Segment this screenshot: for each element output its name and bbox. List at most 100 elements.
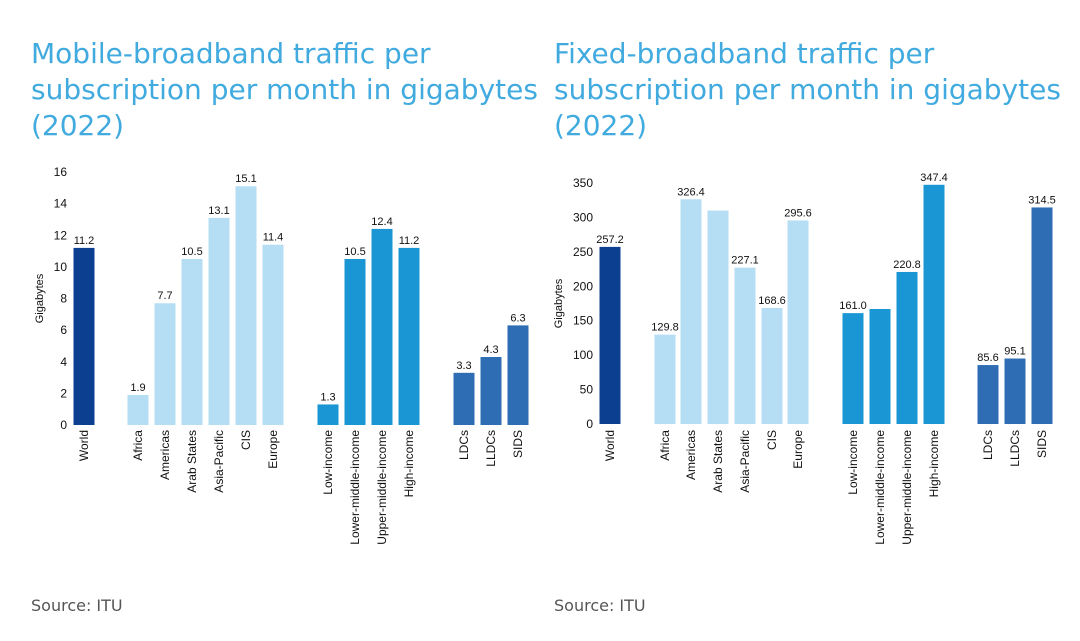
chart-title-mobile: Mobile-broadband traffic per subscriptio… <box>31 36 538 144</box>
bar-high-income <box>923 184 945 424</box>
data-label: 10.5 <box>344 246 365 258</box>
x-tick-label: Upper-middle-income <box>900 430 914 545</box>
y-tick-label: 0 <box>60 418 67 432</box>
data-label: 95.1 <box>1004 346 1025 358</box>
data-label: 11.4 <box>263 232 284 244</box>
data-label: 7.7 <box>157 290 172 302</box>
source-note: Source: ITU <box>31 596 123 615</box>
bar-cis <box>761 307 783 424</box>
y-tick-label: 6 <box>60 323 67 337</box>
x-tick-label: Asia-Pacific <box>212 430 226 493</box>
title-line: subscription per month in gigabytes <box>554 73 1061 106</box>
x-tick-label: Asia-Pacific <box>738 430 752 493</box>
x-tick-label: High-income <box>927 430 941 498</box>
x-tick-label: Africa <box>131 430 145 461</box>
y-tick-label: 16 <box>54 165 68 179</box>
x-tick-label: Low-income <box>321 430 335 495</box>
bar-upper-middle-income <box>896 271 918 424</box>
y-tick-label: 10 <box>54 260 68 274</box>
data-label: 257.2 <box>596 234 624 246</box>
x-tick-label: LDCs <box>457 430 471 460</box>
bar-africa <box>654 334 676 424</box>
y-tick-label: 250 <box>573 245 593 259</box>
title-line: subscription per month in gigabytes <box>31 73 538 106</box>
bar-lower-middle-income <box>344 258 366 425</box>
y-axis-title: Gigabytes <box>34 273 46 323</box>
x-tick-label: Arab States <box>711 430 725 493</box>
data-label: 326.4 <box>677 186 705 198</box>
bar-asia-pacific <box>734 267 756 424</box>
data-label: 129.8 <box>651 322 679 334</box>
bar-americas <box>680 199 702 424</box>
y-tick-label: 12 <box>54 228 68 242</box>
bar-upper-middle-income <box>371 228 393 425</box>
data-label: 15.1 <box>235 173 256 185</box>
x-tick-label: CIS <box>239 430 253 450</box>
data-label: 4.3 <box>483 344 498 356</box>
x-tick-label: LLDCs <box>1008 430 1022 467</box>
bar-lldcs <box>1004 358 1026 424</box>
bar-high-income <box>398 247 420 425</box>
bar-cis <box>235 186 257 425</box>
x-tick-label: Lower-middle-income <box>348 430 362 545</box>
title-line: (2022) <box>554 109 648 142</box>
y-tick-label: 150 <box>573 314 593 328</box>
data-label: 161.0 <box>839 300 867 312</box>
chart-title-fixed: Fixed-broadband traffic per subscription… <box>554 36 1061 144</box>
y-tick-label: 350 <box>573 176 593 190</box>
y-tick-label: 200 <box>573 279 593 293</box>
data-label: 314.5 <box>1028 194 1056 206</box>
x-tick-label: Lower-middle-income <box>873 430 887 545</box>
data-label: 12.4 <box>371 216 392 228</box>
data-label: 3.3 <box>456 360 471 372</box>
bar-world <box>599 246 621 424</box>
data-label: 1.9 <box>130 382 145 394</box>
x-tick-label: SIDS <box>511 430 525 458</box>
y-tick-label: 100 <box>573 348 593 362</box>
data-label: 347.4 <box>920 172 948 184</box>
bar-sids <box>1031 207 1053 424</box>
bar-arab-states <box>181 258 203 425</box>
bar-low-income <box>842 313 864 424</box>
y-tick-label: 8 <box>60 292 67 306</box>
y-tick-label: 2 <box>60 386 67 400</box>
data-label: 85.6 <box>977 352 998 364</box>
bar-low-income <box>317 404 339 425</box>
y-tick-label: 50 <box>580 383 594 397</box>
data-label: 220.8 <box>893 259 921 271</box>
x-tick-label: LDCs <box>981 430 995 460</box>
x-tick-label: Upper-middle-income <box>375 430 389 545</box>
y-tick-label: 4 <box>60 355 67 369</box>
x-tick-label: Americas <box>158 430 172 480</box>
x-tick-label: World <box>603 430 617 461</box>
bar-asia-pacific <box>208 217 230 425</box>
x-tick-label: High-income <box>402 430 416 498</box>
title-line: Fixed-broadband traffic per <box>554 37 935 70</box>
x-tick-label: Europe <box>791 430 805 469</box>
x-tick-label: Americas <box>684 430 698 480</box>
x-tick-label: SIDS <box>1035 430 1049 458</box>
mobile-broadband-chart: Gigabytes 0 2 4 6 8 10 12 14 16 11.2 World 1.9 Africa… <box>34 165 529 545</box>
data-label: 11.2 <box>399 235 420 247</box>
data-label: 13.1 <box>208 205 229 217</box>
bar-lldcs <box>480 357 502 425</box>
bar-americas <box>154 303 176 425</box>
y-tick-label: 0 <box>586 417 593 431</box>
data-label: 168.6 <box>758 295 786 307</box>
data-label: 11.2 <box>74 235 95 247</box>
data-label: 227.1 <box>731 255 759 267</box>
y-axis-title: Gigabytes <box>553 278 565 328</box>
x-tick-label: Low-income <box>846 430 860 495</box>
bar-ldcs <box>977 365 999 424</box>
source-note: Source: ITU <box>554 596 646 615</box>
x-tick-label: Arab States <box>185 430 199 493</box>
bar-lower-middle-income <box>869 309 891 424</box>
x-tick-label: World <box>77 430 91 461</box>
title-line: Mobile-broadband traffic per <box>31 37 431 70</box>
x-tick-label: Europe <box>266 430 280 469</box>
y-tick-label: 14 <box>54 197 68 211</box>
bar-sids <box>507 325 529 425</box>
bar-world <box>73 247 95 425</box>
bar-europe <box>787 220 809 424</box>
